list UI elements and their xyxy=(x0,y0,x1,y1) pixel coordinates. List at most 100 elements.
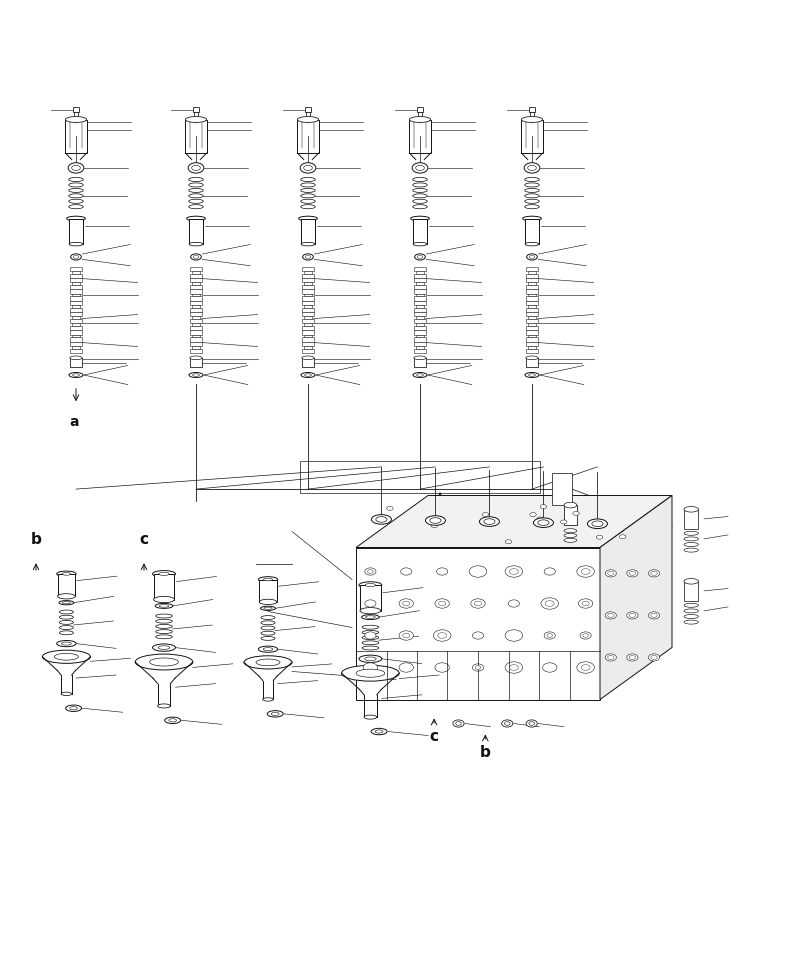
Ellipse shape xyxy=(359,655,382,663)
Ellipse shape xyxy=(413,199,427,203)
Ellipse shape xyxy=(587,519,607,528)
Bar xyxy=(528,293,536,296)
Ellipse shape xyxy=(417,374,423,376)
Bar xyxy=(416,346,424,349)
Bar xyxy=(302,278,314,282)
Text: c: c xyxy=(430,729,438,744)
Ellipse shape xyxy=(302,356,314,360)
Bar xyxy=(414,308,426,312)
Ellipse shape xyxy=(414,356,426,360)
Ellipse shape xyxy=(438,633,446,639)
Bar xyxy=(416,316,424,319)
Ellipse shape xyxy=(301,188,315,193)
Ellipse shape xyxy=(399,598,414,608)
Ellipse shape xyxy=(526,720,538,727)
Bar xyxy=(302,349,314,353)
Bar xyxy=(526,341,538,346)
Ellipse shape xyxy=(524,163,540,174)
Ellipse shape xyxy=(58,594,75,599)
Bar xyxy=(526,319,538,323)
Ellipse shape xyxy=(189,188,203,193)
Ellipse shape xyxy=(363,663,378,672)
Ellipse shape xyxy=(69,194,83,198)
Ellipse shape xyxy=(577,566,594,577)
Ellipse shape xyxy=(301,183,315,187)
Ellipse shape xyxy=(261,626,275,630)
Ellipse shape xyxy=(529,374,535,376)
Bar xyxy=(526,308,538,312)
Bar xyxy=(302,312,314,316)
Ellipse shape xyxy=(267,711,283,717)
Bar xyxy=(192,293,200,296)
Ellipse shape xyxy=(156,614,172,618)
Ellipse shape xyxy=(525,243,539,246)
Ellipse shape xyxy=(542,663,557,672)
Ellipse shape xyxy=(505,630,522,642)
Ellipse shape xyxy=(42,650,90,664)
Ellipse shape xyxy=(155,603,173,608)
Bar xyxy=(414,267,426,271)
Ellipse shape xyxy=(506,540,512,544)
Ellipse shape xyxy=(69,372,83,378)
Bar xyxy=(552,473,572,505)
Ellipse shape xyxy=(605,654,616,661)
Bar xyxy=(526,290,538,293)
Ellipse shape xyxy=(526,254,538,260)
Ellipse shape xyxy=(62,573,71,575)
Ellipse shape xyxy=(608,614,614,618)
Bar xyxy=(74,112,78,117)
Bar xyxy=(66,120,86,153)
Bar xyxy=(302,273,314,278)
Ellipse shape xyxy=(158,645,170,649)
Ellipse shape xyxy=(360,608,381,614)
Ellipse shape xyxy=(470,598,486,608)
Bar xyxy=(418,112,422,117)
Bar xyxy=(528,271,536,273)
Ellipse shape xyxy=(69,183,83,187)
Ellipse shape xyxy=(627,612,638,619)
Text: b: b xyxy=(480,745,490,760)
Bar xyxy=(302,267,314,271)
Bar xyxy=(302,300,314,305)
Ellipse shape xyxy=(430,518,441,524)
Ellipse shape xyxy=(366,583,376,587)
Ellipse shape xyxy=(59,610,74,614)
Ellipse shape xyxy=(544,632,555,639)
Ellipse shape xyxy=(153,643,175,651)
Ellipse shape xyxy=(362,625,378,629)
Bar xyxy=(154,573,174,599)
Ellipse shape xyxy=(577,662,594,673)
Ellipse shape xyxy=(158,704,170,708)
Ellipse shape xyxy=(475,666,481,669)
Ellipse shape xyxy=(301,204,315,209)
Ellipse shape xyxy=(59,600,74,605)
Bar xyxy=(72,316,80,319)
Ellipse shape xyxy=(362,630,378,634)
Bar xyxy=(304,323,312,326)
Bar xyxy=(70,273,82,278)
Ellipse shape xyxy=(362,641,378,644)
Ellipse shape xyxy=(189,372,203,378)
Ellipse shape xyxy=(366,616,375,619)
Ellipse shape xyxy=(368,570,374,573)
Bar xyxy=(190,338,202,341)
Ellipse shape xyxy=(69,188,83,193)
Ellipse shape xyxy=(413,204,427,209)
Bar xyxy=(192,282,200,285)
Ellipse shape xyxy=(508,600,519,607)
Ellipse shape xyxy=(302,254,314,260)
Ellipse shape xyxy=(540,504,546,508)
Bar xyxy=(70,341,82,346)
Bar xyxy=(72,271,80,273)
Bar xyxy=(72,282,80,285)
Bar xyxy=(414,338,426,341)
Ellipse shape xyxy=(263,647,273,651)
Bar xyxy=(526,338,538,341)
Ellipse shape xyxy=(69,243,83,246)
Bar xyxy=(73,107,79,112)
Ellipse shape xyxy=(528,165,536,171)
Ellipse shape xyxy=(194,255,198,259)
Bar xyxy=(190,300,202,305)
Ellipse shape xyxy=(66,117,86,123)
Ellipse shape xyxy=(529,722,534,725)
